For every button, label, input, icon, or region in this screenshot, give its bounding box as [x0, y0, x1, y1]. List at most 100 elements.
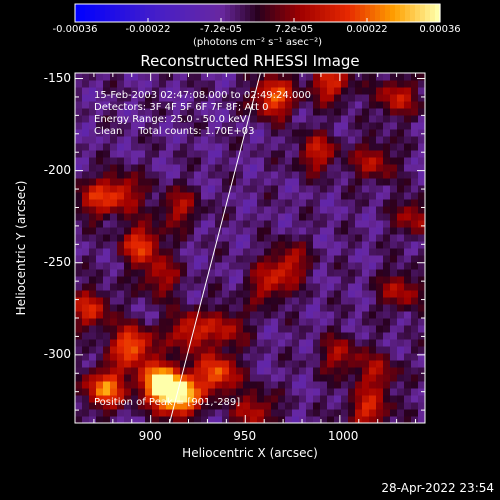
heatmap-cell — [411, 248, 419, 256]
heatmap-cell — [159, 297, 167, 305]
heatmap-cell — [313, 185, 321, 193]
heatmap-cell — [397, 199, 405, 207]
heatmap-cell — [180, 213, 188, 221]
heatmap-cell — [355, 80, 363, 88]
heatmap-cell — [96, 353, 104, 361]
heatmap-cell — [103, 318, 111, 326]
heatmap-cell — [320, 325, 328, 333]
heatmap-cell — [397, 346, 405, 354]
heatmap-cell — [341, 332, 349, 340]
heatmap-cell — [404, 409, 412, 417]
heatmap-cell — [89, 332, 97, 340]
heatmap-cell — [369, 388, 377, 396]
heatmap-cell — [173, 213, 181, 221]
heatmap-cell — [243, 185, 251, 193]
heatmap-cell — [334, 360, 342, 368]
heatmap-cell — [411, 94, 419, 102]
heatmap-cell — [159, 276, 167, 284]
heatmap-cell — [117, 339, 125, 347]
heatmap-cell — [341, 248, 349, 256]
heatmap-cell — [306, 332, 314, 340]
heatmap-cell — [208, 129, 216, 137]
heatmap-cell — [159, 262, 167, 270]
heatmap-cell — [236, 311, 244, 319]
heatmap-cell — [411, 395, 419, 403]
heatmap-cell — [215, 129, 223, 137]
heatmap-cell — [334, 276, 342, 284]
heatmap-cell — [341, 269, 349, 277]
heatmap-cell — [306, 381, 314, 389]
heatmap-cell — [215, 227, 223, 235]
heatmap-cell — [229, 185, 237, 193]
heatmap-cell — [278, 164, 286, 172]
heatmap-cell — [222, 213, 230, 221]
heatmap-cell — [313, 262, 321, 270]
heatmap-cell — [320, 283, 328, 291]
heatmap-cell — [222, 416, 230, 424]
heatmap-cell — [96, 241, 104, 249]
heatmap-cell — [89, 402, 97, 410]
heatmap-cell — [271, 402, 279, 410]
heatmap-cell — [250, 248, 258, 256]
heatmap-cell — [376, 409, 384, 417]
heatmap-cell — [306, 248, 314, 256]
heatmap-cell — [404, 276, 412, 284]
heatmap-cell — [250, 241, 258, 249]
heatmap-cell — [145, 262, 153, 270]
heatmap-cell — [285, 388, 293, 396]
heatmap-cell — [194, 80, 202, 88]
heatmap-cell — [194, 101, 202, 109]
heatmap-cell — [299, 101, 307, 109]
heatmap-cell — [397, 136, 405, 144]
heatmap-cell — [369, 220, 377, 228]
heatmap-cell — [201, 360, 209, 368]
heatmap-cell — [313, 171, 321, 179]
heatmap-cell — [341, 157, 349, 165]
heatmap-cell — [138, 325, 146, 333]
heatmap-cell — [376, 304, 384, 312]
heatmap-cell — [124, 115, 132, 123]
heatmap-cell — [320, 248, 328, 256]
heatmap-cell — [341, 192, 349, 200]
x-tick-label: 900 — [138, 429, 162, 443]
heatmap-cell — [404, 416, 412, 424]
heatmap-cell — [327, 185, 335, 193]
heatmap-cell — [82, 185, 90, 193]
heatmap-cell — [75, 171, 83, 179]
heatmap-cell — [390, 73, 398, 81]
heatmap-cell — [96, 73, 104, 81]
colorbar-swatch — [155, 4, 161, 22]
chart-title: Reconstructed RHESSI Image — [140, 52, 360, 70]
heatmap-cell — [306, 353, 314, 361]
heatmap-cell — [348, 73, 356, 81]
heatmap-cell — [278, 395, 286, 403]
colorbar — [74, 3, 441, 23]
heatmap-cell — [411, 87, 419, 95]
heatmap-cell — [369, 360, 377, 368]
heatmap-cell — [278, 150, 286, 158]
heatmap-cell — [369, 255, 377, 263]
heatmap-cell — [222, 178, 230, 186]
colorbar-swatch — [330, 4, 336, 22]
heatmap-cell — [404, 283, 412, 291]
heatmap-cell — [180, 136, 188, 144]
heatmap-cell — [89, 353, 97, 361]
heatmap-cell — [152, 381, 160, 389]
colorbar-frame — [74, 3, 441, 23]
heatmap-cell — [110, 234, 118, 242]
heatmap-cell — [222, 346, 230, 354]
heatmap-cell — [145, 360, 153, 368]
heatmap-cell — [180, 262, 188, 270]
heatmap-cell — [145, 213, 153, 221]
heatmap-cell — [397, 108, 405, 116]
heatmap-cell — [222, 171, 230, 179]
heatmap-cell — [145, 381, 153, 389]
heatmap-cell — [376, 290, 384, 298]
heatmap-cell — [173, 311, 181, 319]
heatmap-cell — [264, 332, 272, 340]
heatmap-cell — [369, 339, 377, 347]
heatmap-cell — [131, 220, 139, 228]
heatmap-cell — [313, 213, 321, 221]
heatmap-cell — [278, 304, 286, 312]
heatmap-cell — [355, 360, 363, 368]
